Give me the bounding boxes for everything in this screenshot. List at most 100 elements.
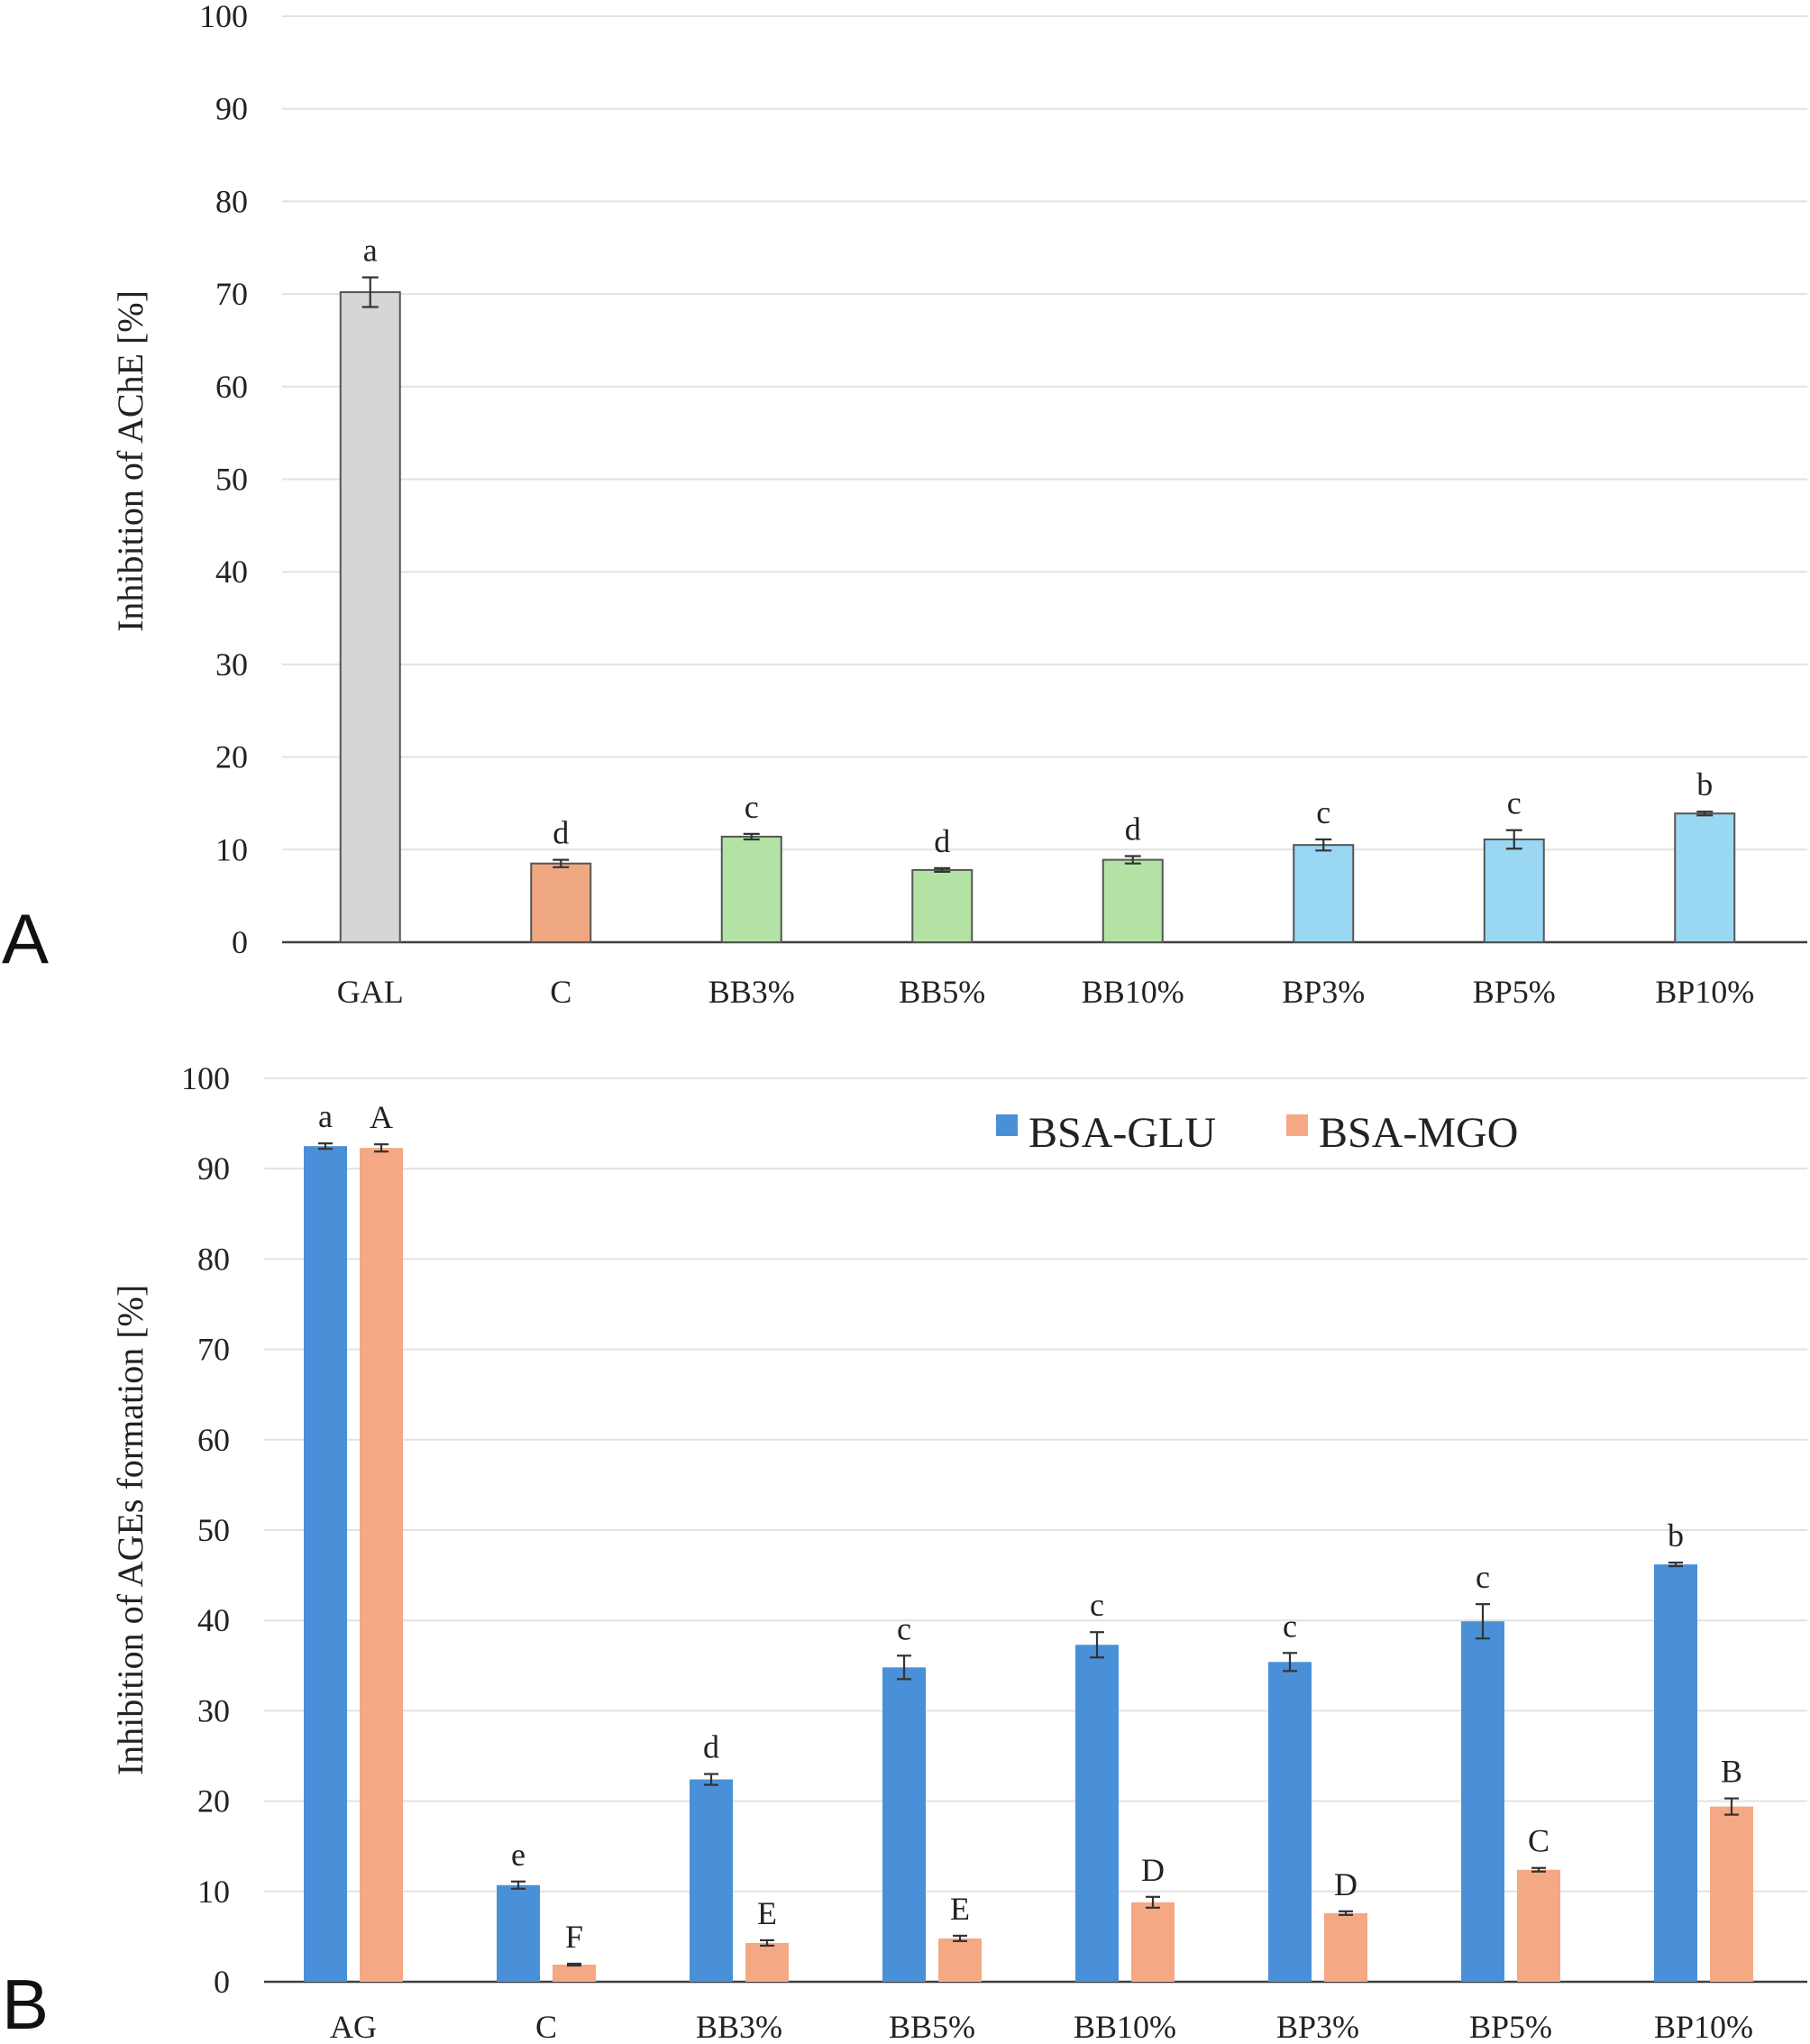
panel-a-y-tick-label: 0 [232, 924, 248, 960]
panel-a-significance-c: d [553, 815, 569, 851]
panel-b-bar-bsa-glu-ag [304, 1146, 347, 1982]
panel-b-error-bar-bsa-mgo-bb5pct [953, 1934, 967, 1943]
panel-b-error-bar-bsa-glu-bp10pct [1668, 1561, 1683, 1568]
panel-b-x-tick-bp5pct: BP5% [1469, 2009, 1552, 2044]
panel-a-significance-bp5pct: c [1507, 785, 1522, 821]
panel-b-x-tick-bp10pct: BP10% [1654, 2009, 1753, 2044]
panel-b-error-bar-bsa-mgo-ag [374, 1143, 389, 1153]
panel-a-bar-bb5pct [911, 868, 974, 943]
panel-b-bar-bsa-mgo-bb3pct [745, 1942, 789, 1982]
panel-a-error-bar-bb5pct [934, 866, 951, 874]
panel-b-significance-bsa-glu-bp3pct: c [1283, 1608, 1297, 1644]
panel-a-error-bar-gal [361, 276, 379, 308]
panel-b-error-bar-bsa-glu-bp3pct [1283, 1652, 1297, 1673]
panel-a-significance-bp10pct: b [1696, 766, 1713, 802]
panel-b-y-tick-label: 40 [197, 1602, 230, 1638]
panel-b-significance-bsa-mgo-bp5pct: C [1528, 1823, 1549, 1859]
panel-a-bar-bp3pct [1293, 844, 1355, 943]
panel-b-error-bar-bsa-glu-bp5pct [1476, 1603, 1490, 1640]
panel-b-significance-bsa-glu-bp10pct: b [1668, 1517, 1684, 1554]
panel-b-chart: 0 10 20 30 40 50 60 70 80 90 100 Inhibition of AGEs… [110, 1060, 1807, 2044]
panel-a-x-tick-bp5pct: BP5% [1473, 974, 1556, 1010]
panel-b-y-tick-label: 30 [197, 1692, 230, 1728]
panel-b-y-tick-label: 10 [197, 1874, 230, 1910]
panel-a-y-tick-label: 40 [215, 554, 248, 590]
panel-b-significance-bsa-mgo-bb10pct: D [1141, 1852, 1165, 1888]
panel-b-significance-bsa-glu-bb10pct: c [1090, 1587, 1104, 1623]
panel-b-y-tick-label: 70 [197, 1332, 230, 1368]
panel-a-bar-c [530, 862, 592, 944]
panel-a-error-bar-bp3pct [1315, 838, 1332, 852]
panel-a-y-tick-label: 60 [215, 369, 248, 405]
panel-b-bar-bsa-glu-c [497, 1884, 540, 1982]
panel-a-bar-bp5pct [1483, 839, 1545, 943]
panel-a-y-tick-label: 20 [215, 739, 248, 775]
panel-b-legend: BSA-GLU BSA-MGO [996, 1109, 1518, 1157]
panel-a-y-tick-label: 30 [215, 646, 248, 683]
panel-b-bar-bsa-mgo-bb5pct [938, 1938, 982, 1982]
panel-label-b: B [2, 1965, 49, 2044]
panel-b-x-tick-bb10pct: BB10% [1074, 2009, 1176, 2044]
panel-b-bar-bsa-mgo-bp10pct [1710, 1806, 1753, 1982]
panel-b-significance-bsa-mgo-bb3pct: E [757, 1895, 777, 1931]
panel-a-y-tick-label: 100 [199, 0, 248, 34]
panel-b-significance-bsa-glu-bb3pct: d [703, 1729, 719, 1765]
panel-b-error-bar-bsa-mgo-bb3pct [760, 1939, 774, 1948]
legend-swatch-bsa-glu [996, 1114, 1018, 1136]
panel-a-error-bar-bp10pct [1696, 811, 1714, 817]
panel-a-y-tick-label: 80 [215, 183, 248, 219]
panel-b-bar-bsa-glu-bb10pct [1075, 1645, 1119, 1982]
panel-b-error-bar-bsa-glu-bb3pct [704, 1773, 718, 1786]
panel-b-error-bar-bsa-glu-bb10pct [1090, 1631, 1104, 1659]
panel-a-significance-bb5pct: d [934, 823, 950, 859]
panel-a-x-tick-c: C [550, 974, 571, 1010]
panel-a-y-tick-label: 50 [215, 462, 248, 498]
panel-a-x-tick-gal: GAL [337, 974, 404, 1010]
panel-a-error-bar-bp5pct [1505, 829, 1522, 850]
panel-a-error-bar-bb10pct [1124, 855, 1141, 865]
panel-b-y-tick-label: 0 [214, 1964, 230, 2000]
panel-a-significance-gal: a [363, 233, 378, 269]
panel-a-bar-gal [339, 291, 401, 943]
panel-b-significance-bsa-glu-c: e [511, 1837, 526, 1873]
panel-b-x-tick-bb5pct: BB5% [889, 2009, 975, 2044]
panel-b-significance-bsa-glu-bp5pct: c [1476, 1559, 1490, 1595]
panel-a-bar-bb3pct [720, 835, 782, 943]
panel-label-a: A [2, 899, 49, 978]
panel-b-error-bar-bsa-mgo-bb10pct [1146, 1895, 1160, 1909]
panel-a-chart: 0 10 20 30 40 50 60 70 80 90 100 Inhibition of AChE… [110, 0, 1807, 1010]
panel-a-y-tick-label: 70 [215, 276, 248, 312]
panel-b-bar-bsa-glu-bp10pct [1654, 1564, 1697, 1982]
panel-b-bar-bsa-mgo-c [553, 1964, 596, 1982]
panel-b-y-tick-label: 90 [197, 1150, 230, 1187]
panel-b-significance-bsa-mgo-bp10pct: B [1721, 1754, 1742, 1790]
panel-b-y-tick-label: 20 [197, 1783, 230, 1819]
panel-a-x-tick-bb3pct: BB3% [708, 974, 795, 1010]
panel-b-significance-bsa-glu-bb5pct: c [897, 1610, 911, 1646]
panel-a-y-axis-title: Inhibition of AChE [%] [110, 290, 151, 632]
panel-b-bar-bsa-glu-bb5pct [882, 1667, 926, 1982]
panel-a-significance-bp3pct: c [1316, 794, 1330, 830]
panel-b-error-bar-bsa-mgo-bp3pct [1339, 1910, 1353, 1916]
panel-b-significance-bsa-glu-ag: a [318, 1098, 333, 1134]
panel-b-error-bar-bsa-mgo-bp5pct [1531, 1866, 1546, 1873]
panel-b-y-tick-label: 100 [181, 1060, 230, 1096]
panel-b-bar-bsa-glu-bp5pct [1461, 1621, 1504, 1982]
panel-a-error-bar-bb3pct [743, 832, 760, 841]
panel-b-y-tick-label: 50 [197, 1512, 230, 1548]
legend-label-bsa-mgo: BSA-MGO [1319, 1109, 1518, 1157]
panel-b-x-tick-bp3pct: BP3% [1276, 2009, 1359, 2044]
panel-a-x-tick-bb5pct: BB5% [899, 974, 985, 1010]
panel-b-error-bar-bsa-glu-bb5pct [897, 1654, 911, 1681]
panel-a-significance-bb3pct: c [745, 789, 759, 825]
panel-b-error-bar-bsa-glu-c [511, 1880, 526, 1890]
panel-b-x-tick-bb3pct: BB3% [696, 2009, 782, 2044]
panel-a-bar-bp10pct [1674, 812, 1736, 944]
panel-a-significance-bb10pct: d [1125, 811, 1141, 847]
panel-b-error-bar-bsa-mgo-bp10pct [1724, 1797, 1739, 1816]
panel-b-x-tick-ag: AG [330, 2009, 377, 2044]
panel-a-x-tick-bp10pct: BP10% [1655, 974, 1754, 1010]
panel-a-y-tick-label: 90 [215, 91, 248, 127]
panel-b-error-bar-bsa-mgo-c [567, 1962, 581, 1967]
